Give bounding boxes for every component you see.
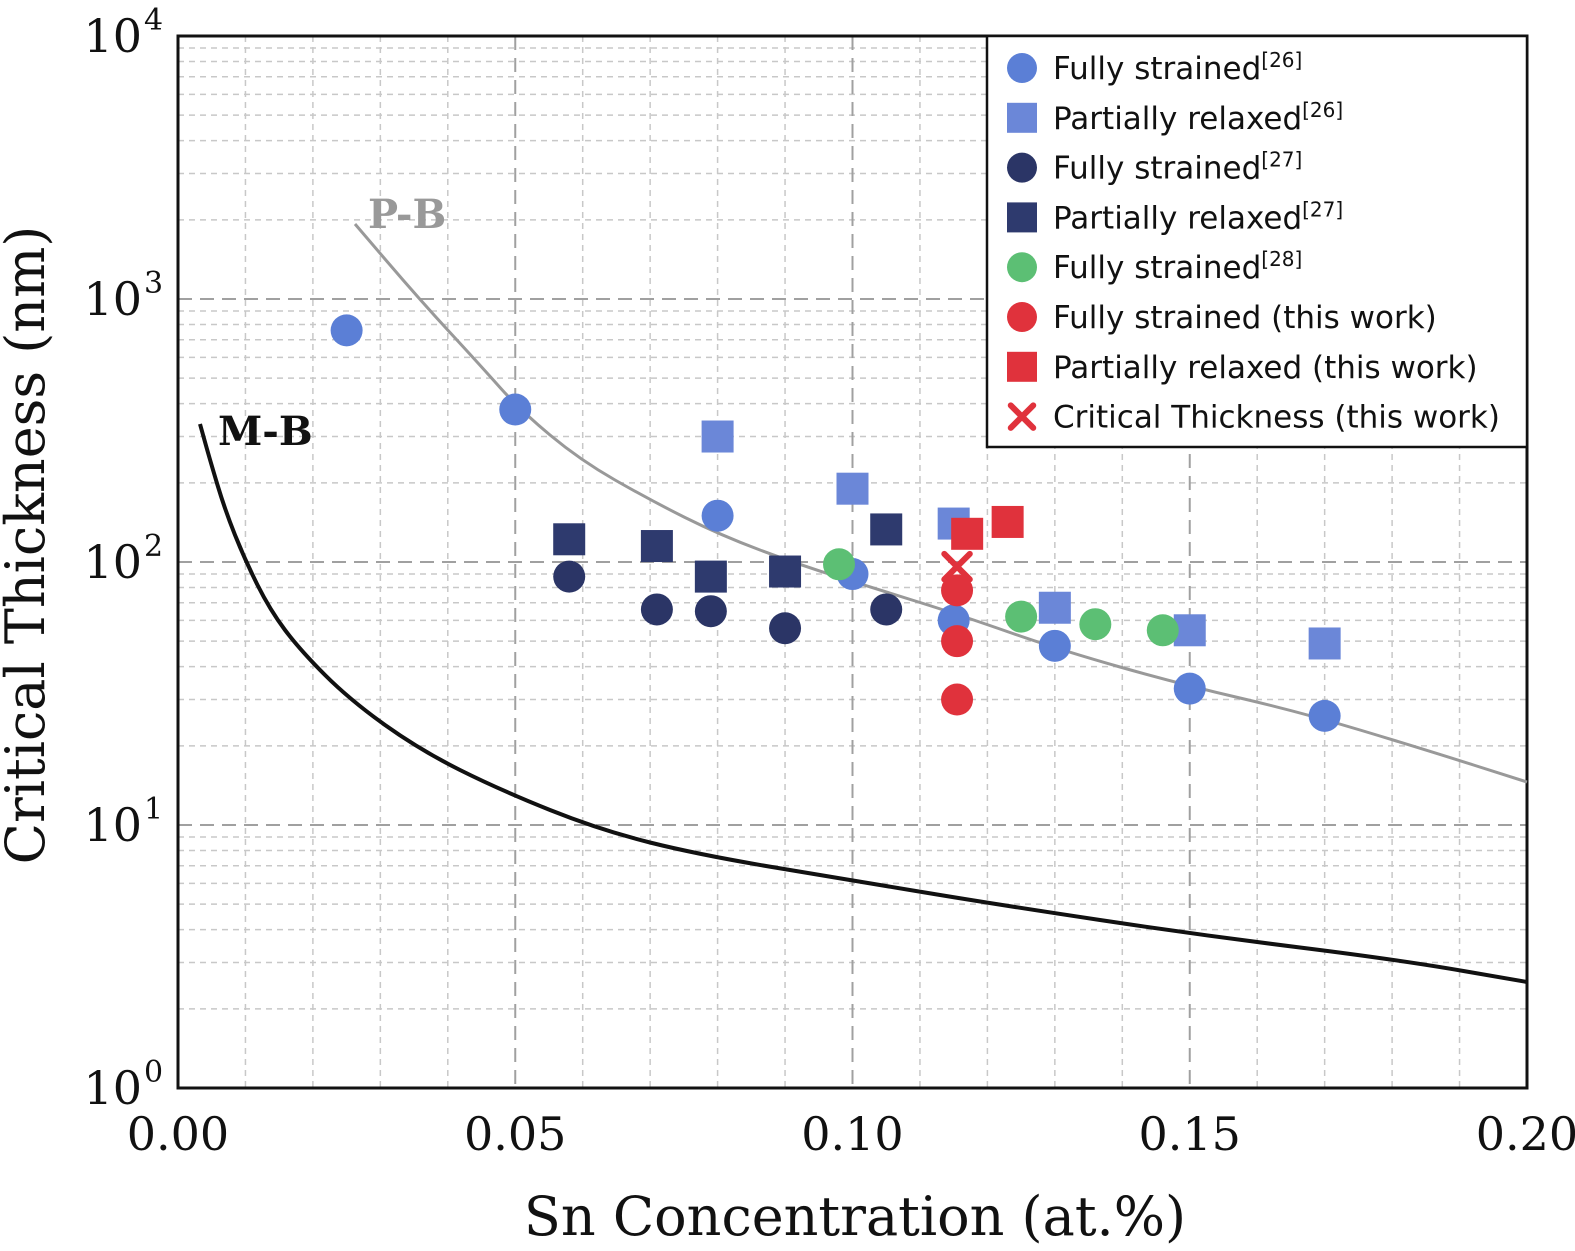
y-tick-label: 10 (83, 798, 142, 852)
data-point (553, 560, 586, 593)
data-point (330, 314, 363, 347)
legend-marker (1007, 202, 1037, 233)
y-tick-exponent: 2 (144, 529, 163, 564)
series-5 (823, 548, 1179, 647)
data-square (694, 560, 727, 593)
y-tick-exponent: 1 (144, 792, 163, 827)
y-tick-exponent: 0 (144, 1055, 163, 1090)
x-tick-label: 0.05 (464, 1107, 566, 1161)
series-6 (941, 574, 974, 716)
legend-marker (1007, 351, 1037, 382)
y-axis-title: Critical Thickness (nm) (0, 226, 57, 865)
data-square (951, 517, 984, 550)
pb-curve (353, 223, 1528, 784)
series-1 (330, 314, 1341, 732)
legend-entry: Fully strained[26] (1053, 48, 1302, 87)
legend-entry: Critical Thickness (this work) (1053, 400, 1500, 436)
data-point (1173, 672, 1206, 705)
data-square (836, 472, 869, 505)
data-point (823, 548, 856, 581)
data-cross (941, 550, 973, 583)
legend: Fully strained[26] Partially relaxed[26] F… (985, 34, 1529, 449)
legend-entry: Partially relaxed (this work) (1053, 350, 1478, 386)
data-square (553, 523, 586, 556)
legend-entry: Fully strained[27] (1053, 148, 1302, 187)
x-tick-label: 0.00 (127, 1107, 229, 1161)
plot-frame (176, 34, 1529, 1090)
legend-entry: Partially relaxed[27] (1053, 197, 1343, 236)
data-point (941, 625, 974, 658)
data-point (1038, 629, 1071, 662)
data-point (640, 593, 673, 626)
data-square (640, 530, 673, 563)
x-tick-label: 0.15 (1139, 1107, 1241, 1161)
y-tick-label: 10 (83, 1061, 142, 1115)
legend-marker (1007, 53, 1037, 83)
y-tick-exponent: 3 (144, 266, 163, 301)
data-square (769, 555, 802, 588)
x-tick-label: 0.10 (801, 1107, 903, 1161)
data-square (1173, 614, 1206, 647)
data-point (499, 393, 532, 426)
legend-marker (1007, 102, 1037, 133)
model-curves: P-B M-B (198, 191, 1528, 984)
y-tick-label: 10 (83, 9, 142, 63)
x-tick-labels: 0.00 0.05 0.10 0.15 0.20 (127, 1107, 1575, 1161)
y-tick-label: 10 (83, 272, 142, 326)
data-points (330, 314, 1341, 732)
data-point (941, 683, 974, 716)
legend-marker (1007, 252, 1037, 283)
data-point (1005, 600, 1038, 633)
data-point (701, 499, 734, 532)
data-point (870, 593, 903, 626)
x-tick-label: 0.20 (1476, 1107, 1575, 1161)
legend-marker (1007, 152, 1037, 183)
data-point (694, 595, 727, 628)
legend-marker (1007, 302, 1037, 332)
legend-entry: Fully strained (this work) (1053, 300, 1437, 336)
data-point (1079, 608, 1112, 641)
series-7 (951, 505, 1024, 550)
legend-entry: Fully strained[28] (1053, 247, 1302, 286)
legend-entry: Partially relaxed[26] (1053, 98, 1343, 137)
legend-box (985, 34, 1529, 449)
series-4 (553, 513, 903, 593)
mb-curve (198, 423, 1528, 984)
y-tick-label: 10 (83, 535, 142, 589)
x-axis-title: Sn Concentration (at.%) (524, 1185, 1186, 1248)
data-square (1038, 591, 1071, 624)
data-square (701, 420, 734, 453)
mb-curve-label: M-B (218, 408, 313, 455)
data-square (991, 505, 1024, 538)
legend-marker (1007, 402, 1037, 431)
series-8 (941, 550, 973, 583)
data-point (1308, 699, 1341, 732)
data-point (769, 612, 802, 645)
data-point (941, 574, 974, 607)
series-3 (553, 560, 903, 645)
y-tick-exponent: 4 (144, 3, 163, 38)
data-point (1146, 614, 1179, 647)
data-square (1308, 627, 1341, 660)
pb-curve-label: P-B (368, 191, 446, 238)
data-square (870, 513, 903, 546)
